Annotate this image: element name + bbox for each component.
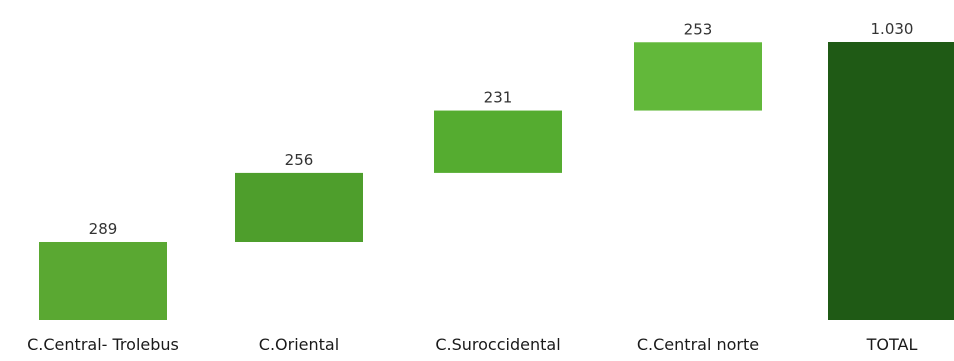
value-label-3: 231 xyxy=(484,89,513,107)
category-labels-group: C.Central- Trolebus C.Oriental C.Suroccide… xyxy=(27,335,917,354)
bar-4 xyxy=(634,42,762,111)
value-labels-group: 289 256 231 253 1.030 xyxy=(89,20,914,238)
category-label-4: C.Central norte xyxy=(637,335,759,354)
total-bar xyxy=(828,42,954,320)
bar-3 xyxy=(434,110,562,173)
category-label-5: TOTAL xyxy=(866,335,918,354)
value-label-5: 1.030 xyxy=(871,20,914,38)
category-label-3: C.Suroccidental xyxy=(435,335,560,354)
value-label-4: 253 xyxy=(684,20,713,38)
category-label-1: C.Central- Trolebus xyxy=(27,335,179,354)
value-label-2: 256 xyxy=(285,151,314,169)
bar-2 xyxy=(235,172,363,242)
value-label-1: 289 xyxy=(89,220,118,238)
category-label-2: C.Oriental xyxy=(259,335,339,354)
bar-1 xyxy=(39,241,167,320)
bars-group xyxy=(39,42,954,320)
